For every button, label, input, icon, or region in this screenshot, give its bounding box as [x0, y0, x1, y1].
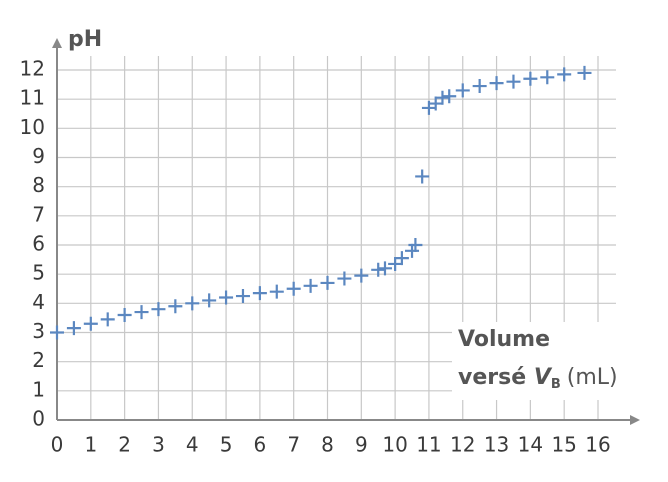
point	[377, 261, 392, 276]
x-tick-label: 9	[355, 433, 368, 457]
point	[269, 284, 284, 299]
point	[286, 281, 301, 296]
y-tick-label: 1	[32, 377, 45, 401]
point	[117, 308, 132, 322]
x-tick-label: 7	[287, 433, 300, 457]
y-tick-label: 8	[32, 173, 45, 197]
point	[202, 293, 217, 308]
x-tick-label: 0	[51, 433, 64, 457]
label-background	[452, 322, 652, 400]
point	[405, 243, 420, 258]
point	[354, 268, 369, 283]
point	[235, 289, 250, 304]
point	[303, 278, 318, 293]
point	[219, 290, 234, 305]
x-tick-label: 10	[382, 433, 407, 457]
point	[506, 74, 521, 89]
point	[557, 67, 572, 82]
x-tick-label: 11	[416, 433, 441, 457]
y-axis-arrow	[52, 38, 62, 48]
x-tick-label: 13	[484, 433, 509, 457]
x-tick-label: 3	[152, 433, 165, 457]
point	[408, 238, 423, 252]
point	[472, 79, 487, 94]
x-tick-label: 12	[450, 433, 475, 457]
x-tick-label: 16	[585, 433, 610, 457]
y-tick-label: 3	[32, 319, 45, 343]
x-label-variable: V	[534, 365, 553, 390]
y-tick-label: 5	[32, 261, 45, 285]
y-tick-label: 11	[20, 86, 45, 110]
y-tick-label: 10	[20, 115, 45, 139]
y-tick-label: 4	[32, 290, 45, 314]
point	[428, 96, 443, 111]
point	[337, 271, 352, 286]
point	[252, 286, 267, 301]
point	[577, 65, 592, 80]
y-tick-label: 9	[32, 144, 45, 168]
x-tick-label: 1	[84, 433, 97, 457]
x-tick-label: 2	[118, 433, 131, 457]
point	[455, 83, 470, 98]
point	[388, 256, 403, 271]
x-tick-label: 4	[186, 433, 199, 457]
x-label-unit: (mL)	[567, 365, 618, 390]
y-tick-label: 6	[32, 232, 45, 256]
point	[185, 296, 200, 311]
point	[394, 251, 409, 266]
point	[489, 76, 504, 91]
x-tick-label: 14	[518, 433, 543, 457]
point	[66, 321, 81, 336]
x-tick-label: 5	[220, 433, 233, 457]
point	[320, 275, 335, 290]
point	[523, 71, 538, 86]
x-tick-label: 15	[551, 433, 576, 457]
y-tick-label: 0	[32, 407, 45, 431]
point	[415, 169, 430, 184]
point	[435, 90, 450, 105]
y-tick-label: 2	[32, 348, 45, 372]
y-tick-label: 7	[32, 202, 45, 226]
point	[50, 325, 64, 340]
y-axis-label: pH	[68, 27, 102, 52]
point	[134, 305, 149, 320]
point	[168, 299, 183, 314]
point	[442, 89, 457, 104]
point	[540, 70, 555, 85]
point	[151, 302, 166, 317]
x-axis-label: Volume	[458, 327, 550, 352]
x-tick-label: 8	[321, 433, 334, 457]
x-label-word: versé	[458, 365, 526, 390]
x-label-subscript: B	[551, 377, 561, 392]
y-tick-label: 12	[20, 57, 45, 81]
x-axis-label: versé VB (mL)	[458, 365, 618, 392]
x-tick-label: 6	[254, 433, 267, 457]
point	[100, 312, 115, 327]
point	[83, 316, 98, 331]
point	[371, 262, 386, 277]
x-axis-arrow	[630, 415, 640, 425]
